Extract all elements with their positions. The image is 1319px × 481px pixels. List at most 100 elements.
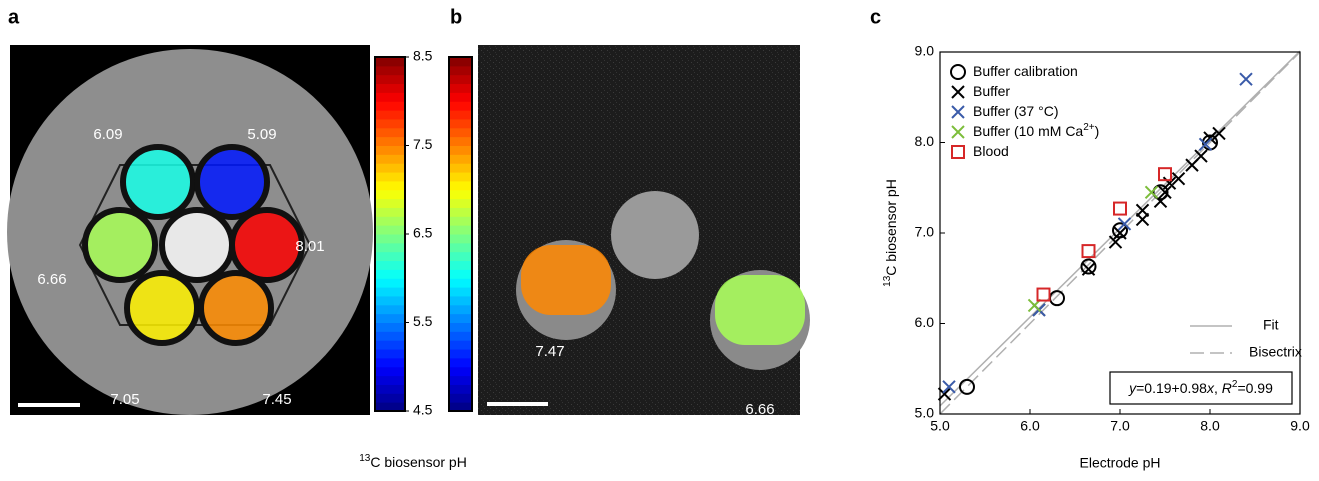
colorbar-step [375, 172, 405, 182]
legend-text: Blood [973, 143, 1009, 159]
ph-label: 8.01 [295, 238, 324, 255]
colorbar-step [375, 101, 405, 111]
point [1239, 72, 1253, 86]
point [1171, 171, 1186, 186]
point [1049, 290, 1065, 307]
ph-label: 6.09 [93, 126, 122, 143]
legend-sup: 2+ [1083, 122, 1095, 133]
colorbar-step [449, 295, 472, 306]
colorbar-tick-label: 8.5 [413, 48, 433, 64]
legend-text: ) [1095, 123, 1100, 139]
ph-overlay [521, 245, 611, 315]
scale-bar [18, 403, 80, 407]
colorbar-step [449, 278, 472, 288]
colorbar-step [375, 83, 405, 93]
point [1113, 226, 1127, 240]
equation-box [1109, 371, 1293, 405]
colorbar-step [375, 65, 405, 76]
colorbar-step [449, 304, 472, 315]
point [1152, 184, 1169, 201]
colorbar-step [375, 145, 405, 155]
point [959, 378, 975, 395]
legend-marker [950, 64, 966, 80]
colorbar-step [375, 216, 405, 226]
y-tick-label: 8.0 [915, 133, 935, 149]
colorbar-step [375, 295, 405, 306]
point [942, 380, 956, 394]
colorbar-tick-label: 5.5 [413, 313, 433, 329]
vial [194, 144, 270, 220]
point [1135, 203, 1150, 218]
y-axis-label-sup: 13 [882, 275, 893, 287]
eq-part: , [1214, 380, 1222, 396]
colorbar-step [449, 172, 472, 182]
panel-label: c [870, 6, 881, 28]
colorbar-step [375, 287, 405, 297]
x-tick-label: 5.0 [930, 418, 950, 434]
vial [159, 207, 235, 283]
colorbar-step [375, 74, 405, 85]
equation: y=0.19+0.98x, R2=0.99 [1128, 379, 1273, 396]
colorbar-step [449, 92, 472, 102]
colorbar-step [449, 189, 472, 200]
colorbar-step [375, 225, 405, 235]
point [1108, 235, 1123, 249]
colorbar-step [449, 145, 472, 155]
colorbar-step [375, 118, 405, 129]
colorbar-step [449, 313, 472, 323]
eq-part: y [1128, 380, 1137, 396]
legend-label: Buffer [973, 83, 1010, 99]
colorbar-step [449, 384, 472, 394]
ph-label: 7.45 [262, 391, 291, 408]
colorbar-step [375, 357, 405, 368]
colorbar-step [375, 349, 405, 359]
panel-label: b [450, 6, 462, 28]
legend-label: Blood [973, 143, 1009, 159]
colorbar-step [449, 74, 472, 85]
colorbar-step [375, 322, 405, 332]
point [1117, 217, 1132, 231]
colorbar-step [375, 234, 405, 244]
colorbar-step [449, 154, 472, 164]
legend-label: Buffer (37 °C) [973, 103, 1058, 119]
colorbar-step [375, 269, 405, 279]
colorbar-step [449, 393, 472, 403]
legend-label: Buffer calibration [973, 63, 1078, 79]
colorbar-step [449, 180, 472, 191]
colorbar-step [375, 127, 405, 138]
point [1081, 244, 1096, 259]
colorbar-step [449, 136, 472, 146]
legend-marker [951, 85, 965, 99]
colorbar-step [449, 357, 472, 368]
colorbar-step [375, 242, 405, 253]
colorbar-step [449, 163, 472, 173]
eq-part: 2 [1232, 379, 1238, 390]
legend-marker [951, 125, 965, 139]
colorbar-step [375, 198, 405, 208]
colorbar-step [375, 375, 405, 385]
x-tick-label: 7.0 [1110, 418, 1130, 434]
colorbar-step [375, 278, 405, 288]
colorbar-step [449, 402, 472, 412]
x-tick-label: 9.0 [1290, 418, 1310, 434]
colorbar-step [375, 92, 405, 102]
colorbar-step [375, 189, 405, 200]
point [1144, 185, 1159, 199]
vial [82, 207, 158, 283]
colorbar-step [375, 136, 405, 146]
legend-text: Buffer [973, 83, 1010, 99]
colorbar-step [375, 251, 405, 262]
y-axis-label-text: C biosensor pH [883, 179, 899, 276]
colorbar-step [449, 375, 472, 385]
eq-part: x [1206, 380, 1215, 396]
plot-frame [939, 51, 1301, 415]
colorbar-step [375, 331, 405, 341]
colorbar-step [449, 366, 472, 377]
ph-overlay [715, 275, 805, 345]
scale-bar [487, 402, 548, 406]
point [1080, 258, 1097, 275]
colorbar-step [449, 198, 472, 208]
point [1203, 131, 1217, 145]
colorbar-step [375, 260, 405, 270]
